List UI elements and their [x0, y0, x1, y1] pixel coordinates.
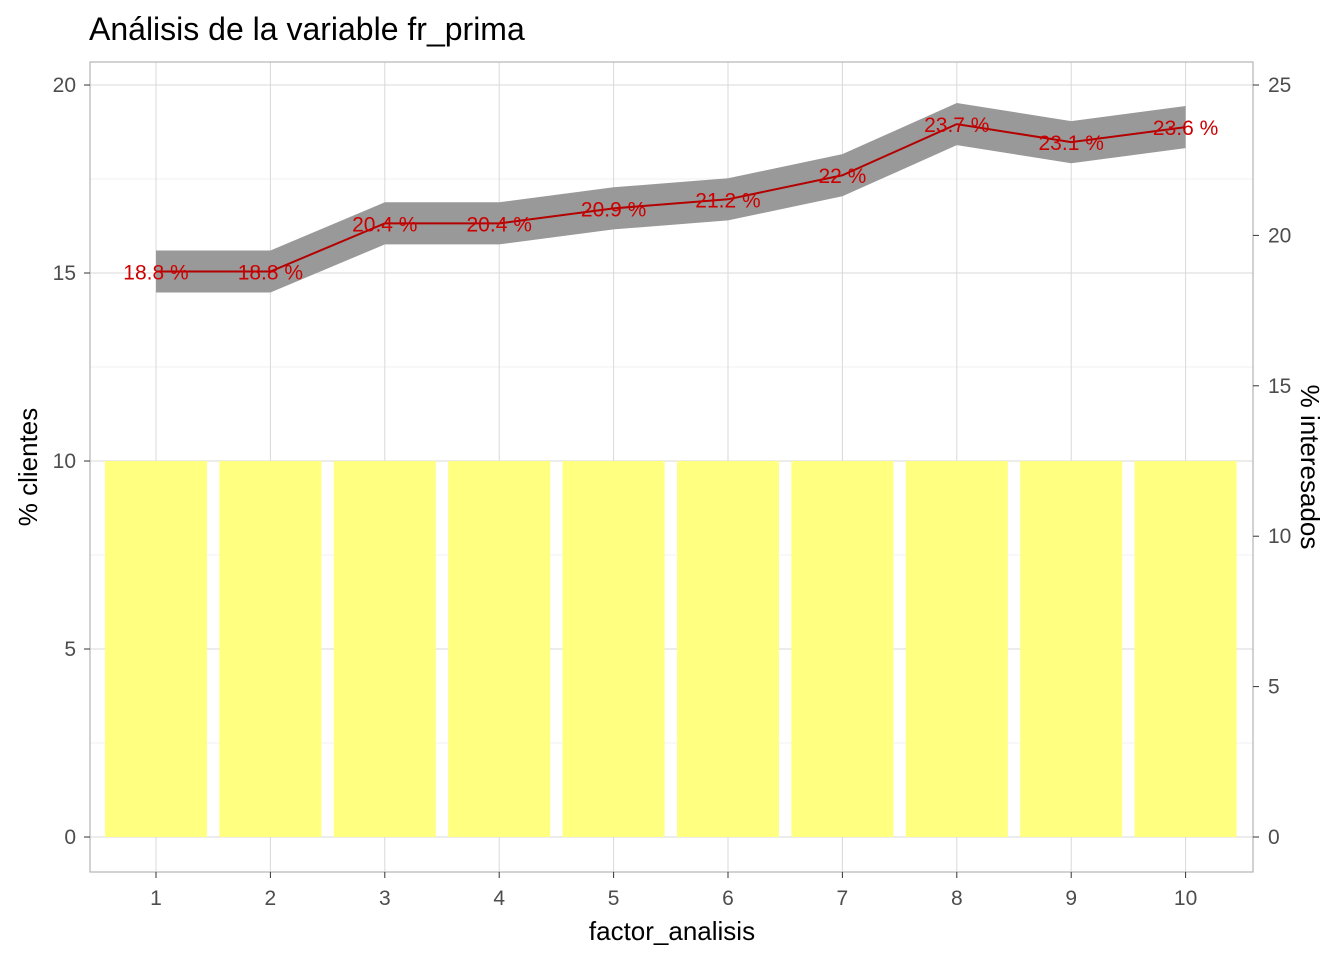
tick-label: 3 [379, 887, 391, 910]
tick-label: 15 [53, 262, 76, 285]
bar [448, 461, 551, 837]
tick-label: 0 [1268, 826, 1280, 849]
data-label: 22 % [818, 165, 866, 188]
tick-label: 25 [1268, 74, 1291, 97]
tick-label: 10 [1174, 887, 1197, 910]
tick-label: 5 [608, 887, 620, 910]
bar [1020, 461, 1123, 837]
data-label: 20.9 % [581, 198, 646, 221]
series-line [156, 123, 1186, 273]
confidence-ribbon [156, 103, 1186, 293]
data-label: 18.8 % [123, 261, 188, 284]
tick-label: 6 [722, 887, 734, 910]
bar [1134, 461, 1237, 837]
x-axis-title: factor_analisis [589, 916, 755, 946]
tick-label: 4 [493, 887, 505, 910]
bar [791, 461, 894, 837]
data-label: 23.6 % [1153, 117, 1218, 140]
data-label: 23.1 % [1039, 132, 1104, 155]
tick-label: 20 [1268, 224, 1291, 247]
tick-label: 2 [265, 887, 277, 910]
tick-label: 8 [951, 887, 963, 910]
panel-border [89, 61, 1254, 873]
bar [905, 461, 1008, 837]
tick-label: 9 [1065, 887, 1077, 910]
tick-label: 10 [1268, 525, 1291, 548]
bar [562, 461, 665, 837]
bar [677, 461, 779, 837]
data-label: 18.8 % [238, 261, 303, 284]
data-label: 23.7 % [924, 114, 989, 137]
ribbon [156, 103, 1186, 293]
data-label: 20.4 % [352, 213, 417, 236]
tick-label: 0 [64, 826, 76, 849]
bars [105, 461, 1237, 837]
tick-label: 10 [53, 450, 76, 473]
bar [219, 461, 322, 837]
tick-label: 5 [64, 638, 76, 661]
bar [105, 461, 207, 837]
tick-label: 7 [837, 887, 849, 910]
x-axis: 1 2 3 4 5 6 7 8 9 10 [150, 872, 1197, 910]
tick-label: 5 [1268, 676, 1280, 699]
y-axis-left-title: % clientes [13, 408, 43, 527]
tick-label: 1 [150, 887, 162, 910]
tick-label: 20 [53, 74, 76, 97]
data-label: 21.2 % [695, 189, 760, 212]
data-labels: 18.8 % 18.8 % 20.4 % 20.4 % 20.9 % 21.2 % 22 %… [123, 114, 1218, 284]
line-path [156, 123, 1186, 273]
bar [333, 461, 436, 837]
chart-title: Análisis de la variable fr_prima [89, 11, 525, 47]
y-axis-right-title: % interesados [1295, 385, 1325, 550]
data-label: 20.4 % [467, 213, 532, 236]
y-axis-right: 0 5 10 15 20 25 [1253, 74, 1291, 849]
tick-label: 15 [1268, 375, 1291, 398]
y-axis-left: 0 5 10 15 20 [53, 74, 90, 849]
